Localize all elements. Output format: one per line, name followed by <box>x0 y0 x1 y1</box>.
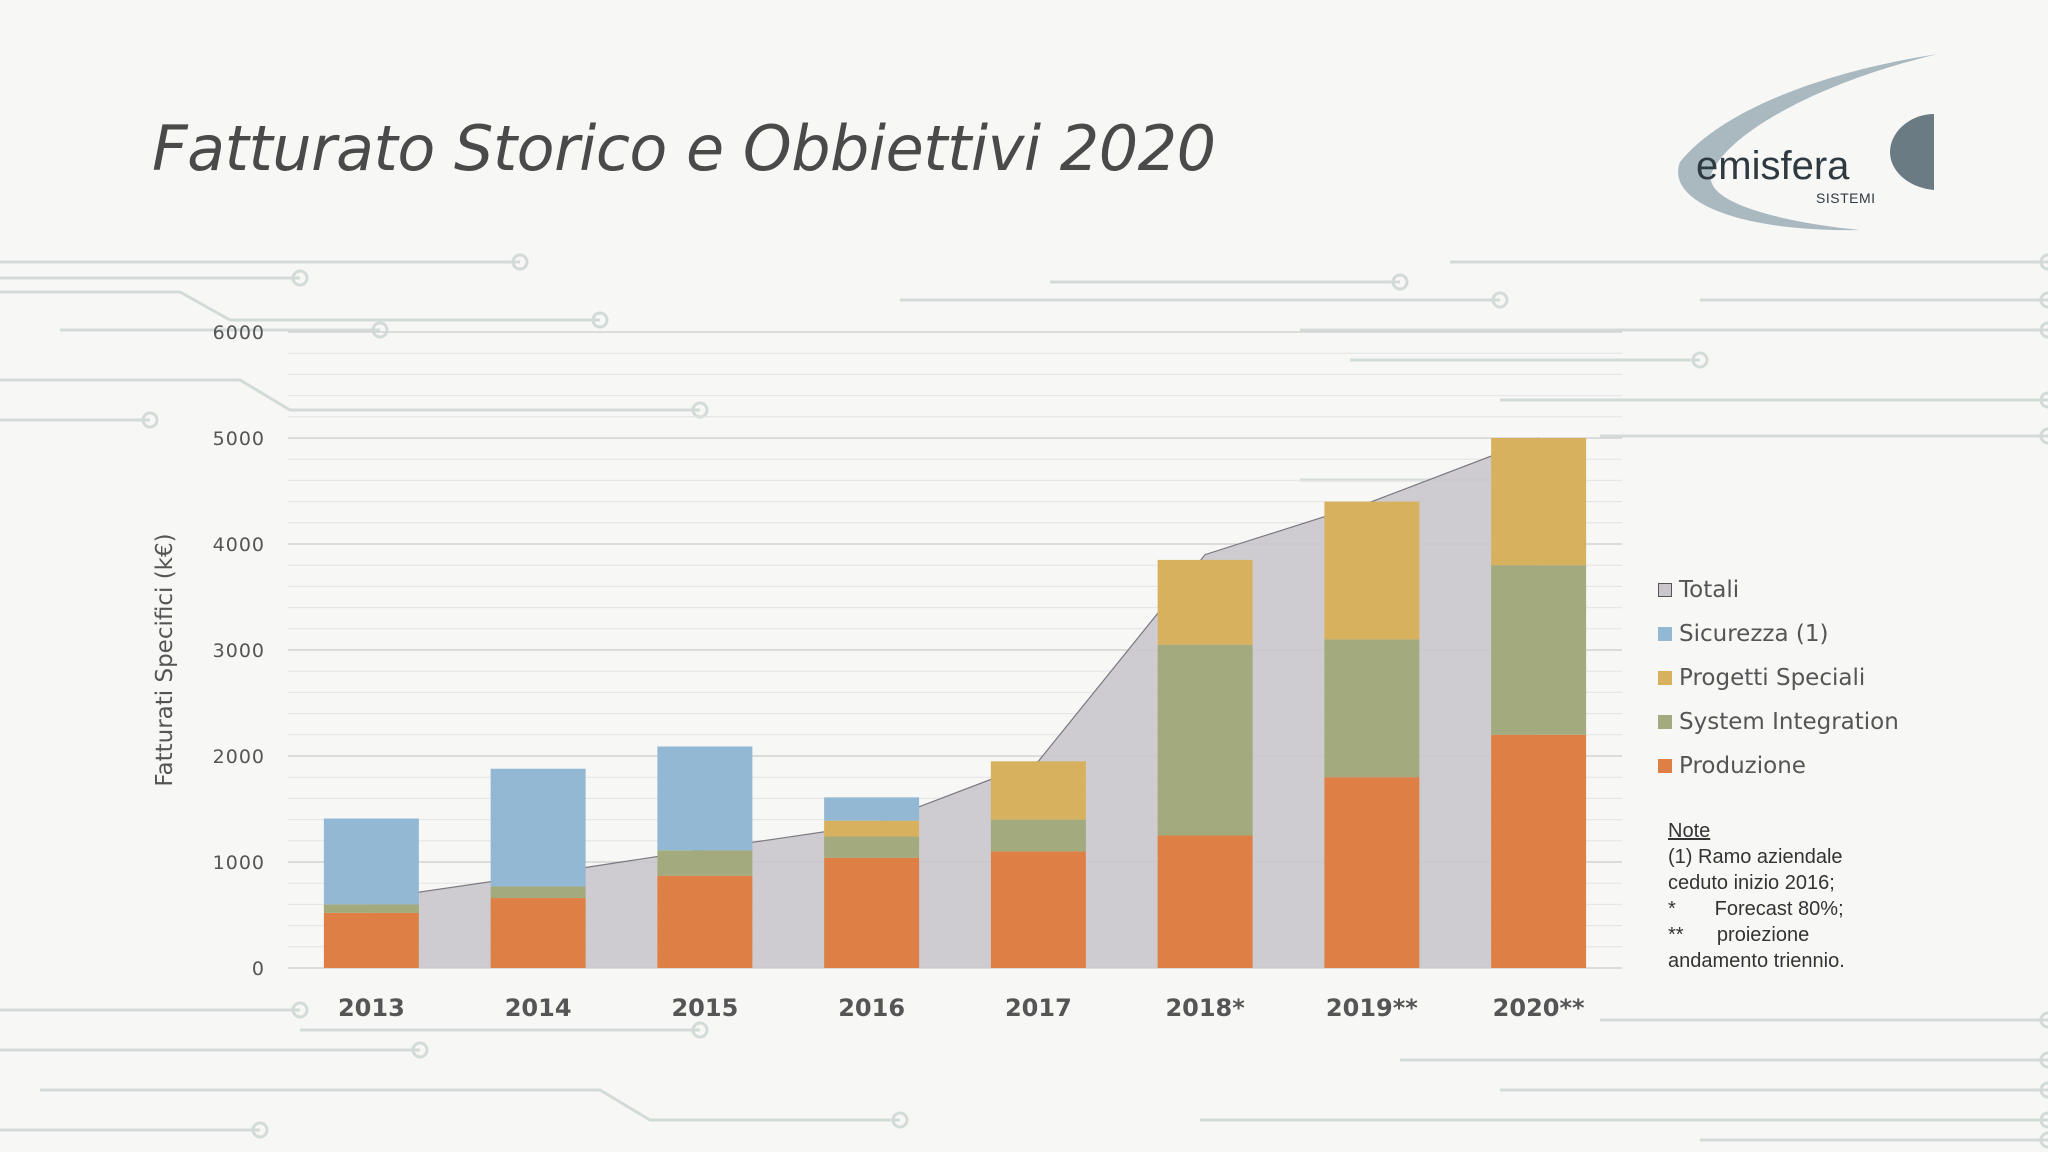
x-category-label: 2014 <box>505 994 572 1022</box>
circuit-node <box>2039 391 2048 409</box>
bar-system-integration <box>1324 639 1420 778</box>
bar-produzione <box>824 857 920 968</box>
chart-legend: Totali Sicurezza (1) Progetti Speciali Syst… <box>1658 568 1899 788</box>
y-tick-label: 3000 <box>213 640 265 662</box>
bar-sicurezza-1 <box>490 768 586 887</box>
x-category-label: 2016 <box>838 994 905 1022</box>
circuit-node <box>2039 1051 2048 1069</box>
legend-label: System Integration <box>1679 709 1899 735</box>
notes-line: * Forecast 80%; <box>1668 898 1844 920</box>
legend-item: System Integration <box>1658 700 1899 744</box>
circuit-node <box>291 269 309 287</box>
bar-system-integration <box>323 904 419 913</box>
emisfera-logo: emisfera SISTEMI <box>1660 52 1940 237</box>
bar-progetti-speciali <box>1157 559 1253 645</box>
legend-label: Totali <box>1679 577 1740 603</box>
legend-item: Produzione <box>1658 744 1899 788</box>
x-category-label: 2017 <box>1005 994 1072 1022</box>
x-category-label: 2018* <box>1165 994 1245 1022</box>
legend-label: Produzione <box>1679 753 1806 779</box>
circuit-node <box>511 253 529 271</box>
circuit-node <box>291 1001 309 1019</box>
circuit-trace <box>0 378 700 412</box>
bar-sicurezza-1 <box>657 746 753 851</box>
bar-produzione <box>490 898 586 968</box>
bar-progetti-speciali <box>1491 438 1587 566</box>
circuit-node <box>2039 427 2048 445</box>
logo-subtitle: SISTEMI <box>1816 190 1876 206</box>
bar-produzione <box>1157 835 1253 968</box>
notes-heading: Note <box>1668 820 1711 842</box>
legend-item: Progetti Speciali <box>1658 656 1899 700</box>
notes-line: andamento triennio. <box>1668 950 1845 972</box>
bar-progetti-speciali <box>990 761 1086 820</box>
y-tick-label: 5000 <box>213 428 265 450</box>
bar-system-integration <box>824 836 920 858</box>
x-category-label: 2015 <box>671 994 738 1022</box>
notes-line: (1) Ramo aziendale <box>1668 846 1843 868</box>
y-tick-label: 1000 <box>213 852 265 874</box>
legend-swatch <box>1658 627 1672 641</box>
y-tick-label: 4000 <box>213 534 265 556</box>
circuit-trace <box>40 1088 900 1122</box>
circuit-node <box>2039 1131 2048 1149</box>
logo-swoosh-icon <box>1678 54 1938 231</box>
bar-sicurezza-1 <box>323 818 419 905</box>
circuit-node <box>141 411 159 429</box>
bar-system-integration <box>490 886 586 899</box>
circuit-node <box>1391 273 1409 291</box>
bar-produzione <box>990 851 1086 968</box>
bar-system-integration <box>657 850 753 876</box>
y-tick-label: 0 <box>252 958 265 980</box>
bar-system-integration <box>990 819 1086 852</box>
circuit-trace <box>0 290 600 322</box>
bar-system-integration <box>1491 565 1587 735</box>
bar-produzione <box>657 875 753 968</box>
legend-item: Totali <box>1658 568 1899 612</box>
bar-produzione <box>323 912 419 968</box>
circuit-node <box>1491 291 1509 309</box>
bar-produzione <box>1491 734 1587 968</box>
notes-line: ceduto inizio 2016; <box>1668 872 1835 894</box>
circuit-node <box>411 1041 429 1059</box>
bar-produzione <box>1324 777 1420 968</box>
circuit-node <box>691 1021 709 1039</box>
y-tick-label: 2000 <box>213 746 265 768</box>
notes-box: Note (1) Ramo aziendale ceduto inizio 20… <box>1668 818 1845 974</box>
logo-name: emisfera <box>1696 144 1850 188</box>
x-category-label: 2020** <box>1493 994 1585 1022</box>
legend-item: Sicurezza (1) <box>1658 612 1899 656</box>
bar-system-integration <box>1157 644 1253 836</box>
circuit-node <box>2039 321 2048 339</box>
y-axis-title: Fatturati Specifici (k€) <box>152 533 178 786</box>
circuit-node <box>2039 253 2048 271</box>
circuit-node <box>591 311 609 329</box>
legend-swatch <box>1658 583 1672 597</box>
legend-swatch <box>1658 715 1672 729</box>
bar-sicurezza-1 <box>824 797 920 821</box>
circuit-node <box>251 1121 269 1139</box>
legend-swatch <box>1658 671 1672 685</box>
legend-label: Sicurezza (1) <box>1679 621 1829 647</box>
legend-label: Progetti Speciali <box>1679 665 1866 691</box>
circuit-node <box>2039 291 2048 309</box>
circuit-node <box>1691 351 1709 369</box>
page-title: Fatturato Storico e Obbiettivi 2020 <box>152 112 1216 185</box>
circuit-node <box>2039 1111 2048 1129</box>
notes-line: ** proiezione <box>1668 924 1810 946</box>
circuit-node <box>371 321 389 339</box>
x-category-label: 2013 <box>338 994 405 1022</box>
legend-swatch <box>1658 759 1672 773</box>
circuit-node <box>2039 1011 2048 1029</box>
bar-progetti-speciali <box>824 820 920 837</box>
circuit-node <box>891 1111 909 1129</box>
circuit-node <box>2039 1081 2048 1099</box>
x-category-label: 2019** <box>1326 994 1418 1022</box>
bar-progetti-speciali <box>1324 501 1420 640</box>
y-tick-label: 6000 <box>213 322 265 344</box>
